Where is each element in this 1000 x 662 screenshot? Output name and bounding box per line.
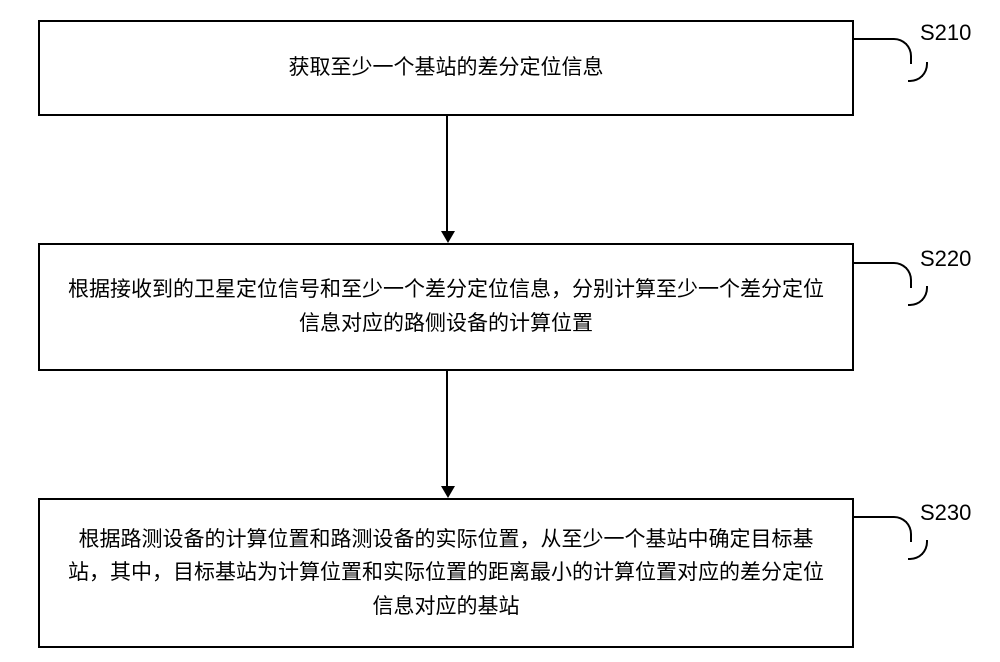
flow-node-n2: 根据接收到的卫星定位信号和至少一个差分定位信息，分别计算至少一个差分定位信息对应… xyxy=(38,243,854,371)
flow-node-label-n3: S230 xyxy=(920,500,971,526)
leader-line xyxy=(854,262,912,288)
flow-node-n1: 获取至少一个基站的差分定位信息 xyxy=(38,20,854,116)
flow-node-label-n2: S220 xyxy=(920,246,971,272)
leader-line xyxy=(854,516,912,542)
arrow-head-icon xyxy=(441,231,455,243)
leader-tail xyxy=(908,540,928,560)
flowchart-canvas: 获取至少一个基站的差分定位信息 S210 根据接收到的卫星定位信号和至少一个差分定位… xyxy=(0,0,1000,662)
arrow-line xyxy=(446,371,448,486)
leader-tail xyxy=(908,286,928,306)
leader-line xyxy=(854,38,912,64)
flow-node-text: 获取至少一个基站的差分定位信息 xyxy=(289,51,604,85)
leader-tail xyxy=(908,62,928,82)
flow-node-text: 根据接收到的卫星定位信号和至少一个差分定位信息，分别计算至少一个差分定位信息对应… xyxy=(60,273,832,340)
arrow-line xyxy=(446,116,448,231)
arrow-head-icon xyxy=(441,486,455,498)
flow-node-n3: 根据路测设备的计算位置和路测设备的实际位置，从至少一个基站中确定目标基站，其中，… xyxy=(38,498,854,648)
flow-node-text: 根据路测设备的计算位置和路测设备的实际位置，从至少一个基站中确定目标基站，其中，… xyxy=(60,523,832,624)
flow-node-label-n1: S210 xyxy=(920,20,971,46)
